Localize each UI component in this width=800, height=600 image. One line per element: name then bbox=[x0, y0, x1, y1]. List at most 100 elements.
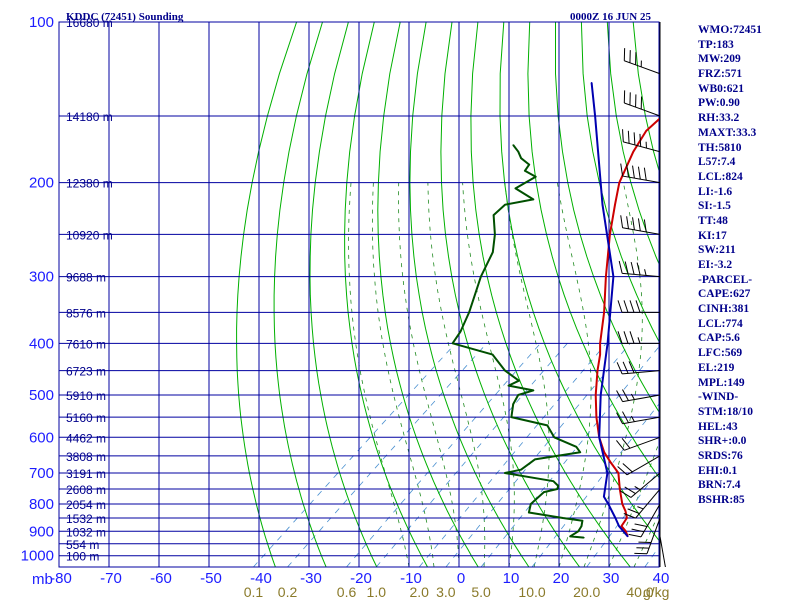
temperature-tick-label: -10 bbox=[400, 570, 422, 587]
height-label: 7610 m bbox=[66, 337, 106, 351]
dewpoint-trace-point bbox=[577, 530, 580, 533]
mixing-ratio-label: 5.0 bbox=[471, 584, 491, 600]
dewpoint-trace-point bbox=[507, 384, 510, 387]
temperature-trace-point bbox=[626, 517, 628, 519]
sounding-indices-panel: WMO:72451 TP:183 MW:209 FRZ:571 WB0:621 PW:0.… bbox=[698, 23, 762, 508]
parcel-trace-point bbox=[612, 275, 615, 278]
stat-line: L57:7.4 bbox=[698, 156, 736, 169]
wind-barb bbox=[623, 90, 661, 117]
dewpoint-trace-point bbox=[557, 485, 560, 487]
pressure-tick-label: 700 bbox=[29, 465, 54, 482]
height-label: 12380 m bbox=[66, 177, 113, 191]
stat-line: RH:33.2 bbox=[698, 112, 740, 125]
stat-line: SHR+:0.0 bbox=[698, 435, 747, 448]
dry-adiabat-line bbox=[236, 22, 298, 567]
wind-barb bbox=[618, 260, 661, 278]
temperature-tick-label: 10 bbox=[503, 570, 520, 587]
parcel-trace-point bbox=[607, 503, 610, 505]
temperature-trace-point bbox=[610, 462, 612, 464]
stat-line: TH:5810 bbox=[698, 141, 742, 154]
dewpoint-trace-point bbox=[494, 233, 496, 236]
stat-line: FRZ:571 bbox=[698, 68, 743, 81]
height-label: 6723 m bbox=[66, 365, 106, 379]
wind-barb bbox=[623, 48, 661, 75]
dewpoint-trace-point bbox=[580, 525, 583, 527]
temperature-trace-point bbox=[594, 394, 597, 396]
height-label: 5910 m bbox=[66, 389, 106, 403]
temperature-trace-point bbox=[618, 181, 621, 184]
mixing-ratio-label: 2.0 bbox=[409, 584, 429, 600]
temperature-tick-label: 0 bbox=[457, 570, 465, 587]
temperature-tick-label: 30 bbox=[603, 570, 620, 587]
wind-barb bbox=[620, 163, 661, 184]
parcel-trace-point bbox=[606, 342, 609, 345]
dewpoint-trace-point bbox=[528, 163, 530, 166]
pressure-unit-label: mb bbox=[32, 571, 53, 588]
wind-barb bbox=[620, 215, 661, 235]
parcel-trace-point bbox=[618, 525, 620, 527]
stat-line: STM:18/10 bbox=[698, 405, 753, 418]
moist-adiabat-line bbox=[504, 182, 550, 567]
plot-frame bbox=[58, 21, 660, 568]
height-label: 2054 m bbox=[66, 498, 106, 512]
dewpoint-trace-point bbox=[491, 353, 494, 356]
stat-line: BRN:7.4 bbox=[698, 479, 741, 492]
temperature-trace-point bbox=[596, 369, 599, 372]
temperature-trace-point bbox=[605, 275, 607, 278]
temperature-tick-label: -50 bbox=[200, 570, 222, 587]
height-label: 8576 m bbox=[66, 306, 106, 320]
stat-line: MPL:149 bbox=[698, 376, 745, 389]
height-label: 9688 m bbox=[66, 271, 106, 285]
wind-barbs bbox=[616, 22, 666, 567]
mixing-ratio-label: 0.2 bbox=[278, 584, 298, 600]
wind-barb bbox=[628, 503, 661, 538]
stat-line: TT:48 bbox=[698, 214, 728, 227]
temperature-trace-point bbox=[595, 416, 598, 418]
mixing-ratio-label: 40.0 bbox=[626, 584, 653, 600]
stat-line: CAP:5.6 bbox=[698, 332, 740, 345]
moist-adiabat-line bbox=[557, 182, 592, 567]
stat-line: LCL:774 bbox=[698, 317, 743, 330]
dry-adiabat-line bbox=[409, 22, 530, 567]
temperature-trace-point bbox=[603, 311, 605, 314]
stat-line: -PARCEL- bbox=[698, 273, 753, 286]
dry-adiabat-line bbox=[606, 22, 659, 266]
pressure-tick-label: 1000 bbox=[21, 548, 54, 565]
pressure-tick-label: 600 bbox=[29, 429, 54, 446]
stat-line: SI:-1.5 bbox=[698, 200, 731, 213]
wind-barb bbox=[659, 536, 666, 567]
height-label: 1532 m bbox=[66, 512, 106, 526]
dewpoint-trace-point bbox=[534, 175, 537, 178]
pressure-tick-label: 400 bbox=[29, 335, 54, 352]
height-label: 1032 m bbox=[66, 525, 106, 539]
dewpoint-trace-point bbox=[528, 511, 530, 514]
dewpoint-trace-point bbox=[518, 379, 520, 382]
height-label: 2608 m bbox=[66, 483, 106, 497]
stat-line: PW:0.90 bbox=[698, 97, 740, 110]
dewpoint-trace-point bbox=[579, 451, 582, 454]
wind-barb bbox=[617, 455, 661, 476]
temperature-trace-point bbox=[645, 130, 647, 132]
dewpoint-trace-point bbox=[583, 536, 585, 539]
dewpoint-trace-point bbox=[459, 330, 462, 333]
height-label: 10920 m bbox=[66, 228, 113, 242]
dry-adiabat-line bbox=[580, 22, 659, 343]
dewpoint-trace-point bbox=[524, 169, 526, 172]
dewpoint-trace-point bbox=[543, 491, 545, 493]
stat-line: EL:219 bbox=[698, 361, 735, 374]
dewpoint-trace-point bbox=[517, 150, 520, 153]
dewpoint-trace-point bbox=[553, 436, 555, 439]
temperature-tick-label: -30 bbox=[300, 570, 322, 587]
temperature-trace-point bbox=[603, 451, 606, 454]
temperature-tick-label: -70 bbox=[100, 570, 122, 587]
wind-barb bbox=[616, 411, 661, 425]
dry-adiabat-line bbox=[377, 22, 479, 567]
wind-barb bbox=[617, 300, 660, 313]
mixing-ratio-label: 20.0 bbox=[573, 584, 600, 600]
pressure-tick-label: 200 bbox=[29, 175, 54, 192]
dry-adiabats bbox=[236, 22, 659, 567]
dewpoint-trace-point bbox=[517, 394, 519, 396]
temperature-tick-label: -60 bbox=[150, 570, 172, 587]
temperature-trace-point bbox=[614, 203, 616, 206]
